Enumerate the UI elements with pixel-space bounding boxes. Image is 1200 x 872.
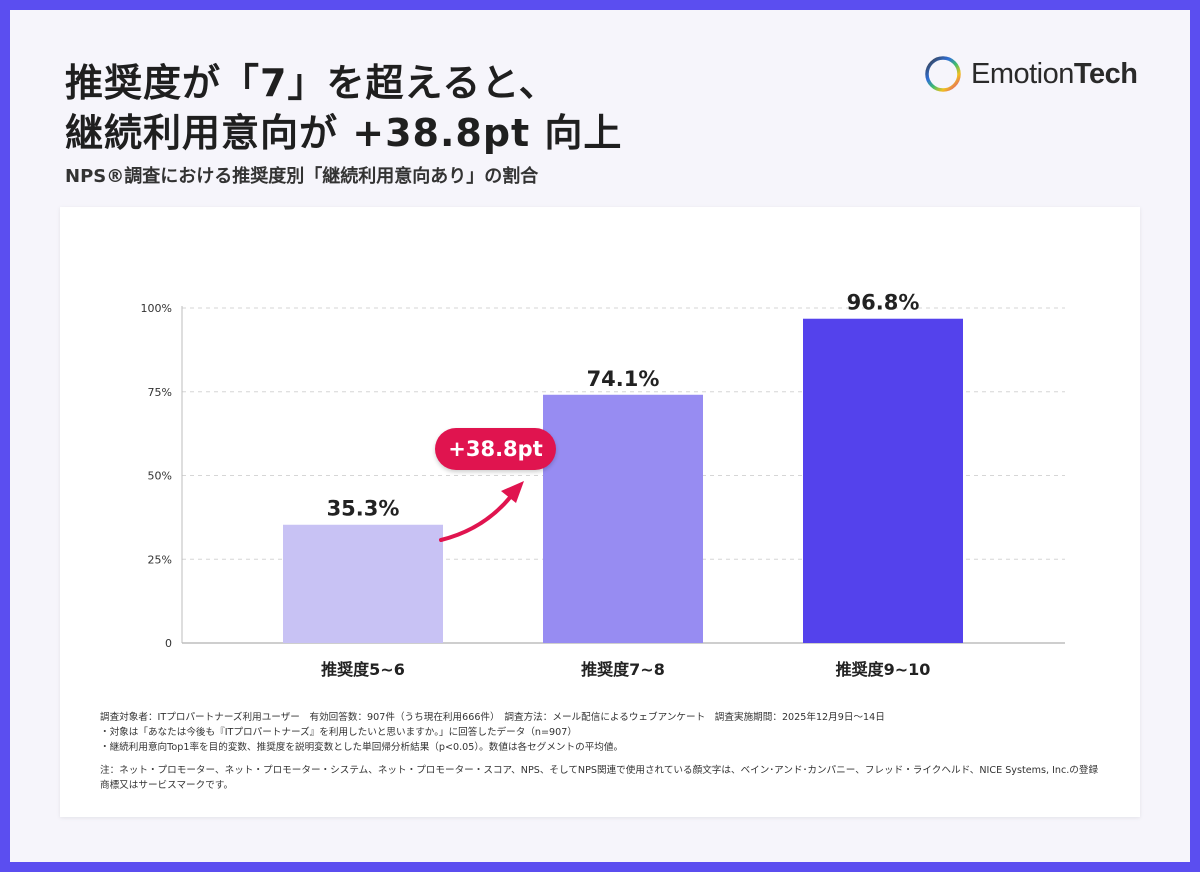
footnote-survey: 調査対象者：ITプロパートナーズ利用ユーザー 有効回答数：907件（うち現在利用… [100, 712, 885, 723]
data-label: 74.1% [587, 367, 660, 391]
footnote-method: ・継続利用意向Top1率を目的変数、推奨度を説明変数とした単回帰分析結果（p<0… [100, 742, 624, 753]
footnote-trademark: 注：ネット・プロモーター、ネット・プロモーター・システム、ネット・プロモーター・… [100, 765, 1099, 791]
footnote-target: ・対象は「あなたは今後も『ITプロパートナーズ』を利用したいと思いますか。」に回… [100, 727, 577, 738]
y-tick-label: 50% [148, 470, 172, 483]
data-label: 96.8% [847, 291, 920, 315]
logo-text-bold: Tech [1073, 57, 1138, 90]
headline-line-2: 継続利用意向が +38.8pt 向上 [65, 111, 623, 155]
increase-arrow [439, 493, 514, 542]
chart-card: 0 25% 50% 75% 100% 35.3% 推奨度5~6 74.1% 推奨度7~8 96.8… [60, 207, 1140, 817]
bar [803, 318, 963, 643]
page: 推奨度が「7」を超えると、 継続利用意向が +38.8pt 向上 NPS®調査に… [10, 10, 1190, 862]
headline: 推奨度が「7」を超えると、 継続利用意向が +38.8pt 向上 [65, 58, 622, 158]
bar [283, 524, 443, 643]
difference-badge: +38.8pt [435, 428, 556, 470]
bar-chart: 0 25% 50% 75% 100% 35.3% 推奨度5~6 74.1% 推奨度7~8 96.8… [141, 291, 1065, 679]
y-tick-label: 25% [148, 553, 172, 566]
y-tick-label: 0 [165, 637, 172, 650]
y-tick-label: 100% [141, 302, 172, 315]
x-category-label: 推奨度7~8 [581, 660, 665, 679]
emotiontech-logo: EmotionTech [923, 54, 1138, 94]
ring-logo-icon [925, 56, 961, 92]
arrow-head-icon [501, 481, 524, 503]
footnotes: 調査対象者：ITプロパートナーズ利用ユーザー 有効回答数：907件（うち現在利用… [100, 710, 1100, 793]
logo-text-light: Emotion [971, 57, 1074, 90]
x-category-label: 推奨度9~10 [836, 660, 931, 679]
logo-text: EmotionTech [971, 57, 1138, 91]
bar [543, 394, 703, 643]
headline-line-1: 推奨度が「7」を超えると、 [65, 61, 558, 105]
chart-subtitle: NPS®調査における推奨度別「継続利用意向あり」の割合 [65, 166, 539, 187]
y-tick-label: 75% [148, 386, 172, 399]
x-category-label: 推奨度5~6 [321, 660, 405, 679]
data-label: 35.3% [327, 497, 400, 521]
